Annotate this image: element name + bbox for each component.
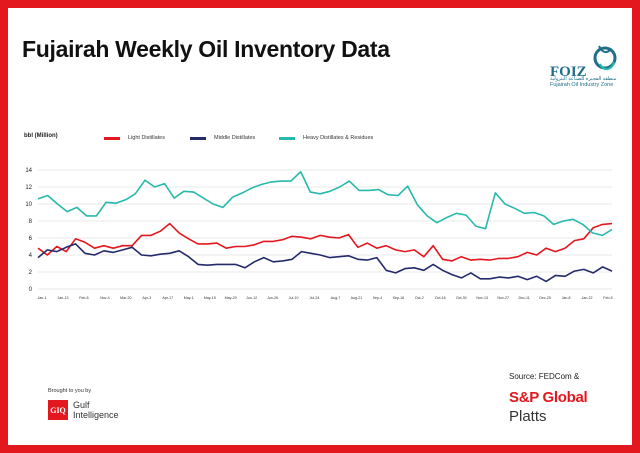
x-tick-label: Sep-4 bbox=[373, 296, 383, 300]
legend-heavy-label: Heavy Distillates & Residues bbox=[303, 135, 374, 141]
x-tick-label: Oct-30 bbox=[456, 296, 467, 300]
x-tick-label: Feb-6 bbox=[79, 296, 88, 300]
chart-grid bbox=[38, 169, 612, 290]
series-lines bbox=[37, 170, 613, 283]
legend-light: Light Distillates bbox=[104, 135, 165, 141]
x-tick-label: May-29 bbox=[225, 296, 237, 300]
foiz-subtitle: Fujairah Oil Industry Zone bbox=[550, 82, 614, 88]
x-tick-label: Jan-8 bbox=[562, 296, 571, 300]
y-tick-label: 8 bbox=[29, 219, 33, 225]
y-axis-label: bbl (Million) bbox=[24, 133, 58, 139]
x-tick-label: Dec-11 bbox=[518, 296, 529, 300]
legend-middle: Middle Distillates bbox=[190, 135, 255, 141]
sp-global-logo: S&P Global bbox=[509, 389, 588, 406]
y-tick-labels: 0 2 4 6 8 10 12 14 bbox=[25, 168, 32, 293]
y-tick-label: 10 bbox=[25, 202, 32, 208]
x-tick-label: May-1 bbox=[184, 296, 194, 300]
x-tick-label: Apr-3 bbox=[142, 296, 151, 300]
legend-heavy-swatch bbox=[279, 136, 295, 140]
x-tick-label: Nov-27 bbox=[497, 296, 509, 300]
page-title: Fujairah Weekly Oil Inventory Data bbox=[22, 36, 390, 62]
x-tick-label: Nov-13 bbox=[476, 296, 488, 300]
giq-mark: GIQ bbox=[48, 400, 68, 420]
legend-middle-label: Middle Distillates bbox=[214, 135, 256, 141]
x-tick-label: Jan-1 bbox=[38, 296, 47, 300]
foiz-logo: FOIZ منطقة الفجيرة للصناعة البترولية Fuj… bbox=[550, 42, 622, 100]
y-tick-label: 14 bbox=[25, 168, 32, 174]
x-tick-label: Jan-22 bbox=[582, 296, 593, 300]
x-tick-label: Jul-24 bbox=[310, 296, 320, 300]
x-tick-label: Aug-21 bbox=[351, 296, 363, 300]
y-tick-label: 12 bbox=[25, 185, 32, 191]
source-text: Source: FEDCom & bbox=[509, 372, 580, 381]
gulf-line1: Gulf bbox=[73, 400, 90, 410]
x-tick-label: Aug-7 bbox=[331, 296, 341, 300]
foiz-drop-icon bbox=[593, 45, 617, 70]
x-tick-label: Apr-17 bbox=[162, 296, 173, 300]
platts-logo: Platts bbox=[509, 408, 547, 425]
x-tick-label: Jun-26 bbox=[267, 296, 278, 300]
x-tick-label: Oct-16 bbox=[435, 296, 446, 300]
x-tick-label: Jan-13 bbox=[57, 296, 68, 300]
gulf-line2: Intelligence bbox=[73, 410, 119, 420]
gulf-intelligence-logo: GIQ Gulf Intelligence bbox=[48, 400, 119, 420]
y-tick-label: 4 bbox=[29, 253, 33, 259]
y-tick-label: 2 bbox=[29, 270, 33, 276]
legend-middle-swatch bbox=[190, 136, 206, 140]
x-tick-label: Jun-12 bbox=[246, 296, 257, 300]
x-tick-label: Feb-5 bbox=[603, 296, 612, 300]
series-line-0 bbox=[37, 222, 613, 262]
foiz-abbr: FOIZ bbox=[550, 64, 587, 80]
x-tick-label: May-15 bbox=[204, 296, 216, 300]
x-tick-label: Sep-18 bbox=[393, 296, 405, 300]
gulf-intelligence-text: Gulf Intelligence bbox=[73, 400, 119, 420]
x-tick-label: Mar-20 bbox=[120, 296, 131, 300]
y-tick-label: 0 bbox=[29, 287, 33, 293]
series-line-2 bbox=[37, 170, 613, 237]
x-tick-label: Jul-10 bbox=[289, 296, 299, 300]
x-tick-label: Nov-4 bbox=[100, 296, 110, 300]
brought-by-text: Brought to you by bbox=[48, 388, 92, 394]
x-tick-label: Oct-2 bbox=[415, 296, 424, 300]
legend-light-swatch bbox=[104, 136, 120, 140]
x-tick-label: Dec-25 bbox=[539, 296, 551, 300]
legend-light-label: Light Distillates bbox=[128, 135, 165, 141]
series-line-1 bbox=[37, 243, 613, 283]
foiz-arabic: منطقة الفجيرة للصناعة البترولية bbox=[550, 76, 617, 82]
legend-heavy: Heavy Distillates & Residues bbox=[279, 135, 373, 141]
y-tick-label: 6 bbox=[29, 236, 33, 242]
x-tick-labels: Jan-1 Jan-13 Feb-6 Nov-4 Mar-20 Apr-3 Apr-17 Ma… bbox=[38, 296, 613, 300]
